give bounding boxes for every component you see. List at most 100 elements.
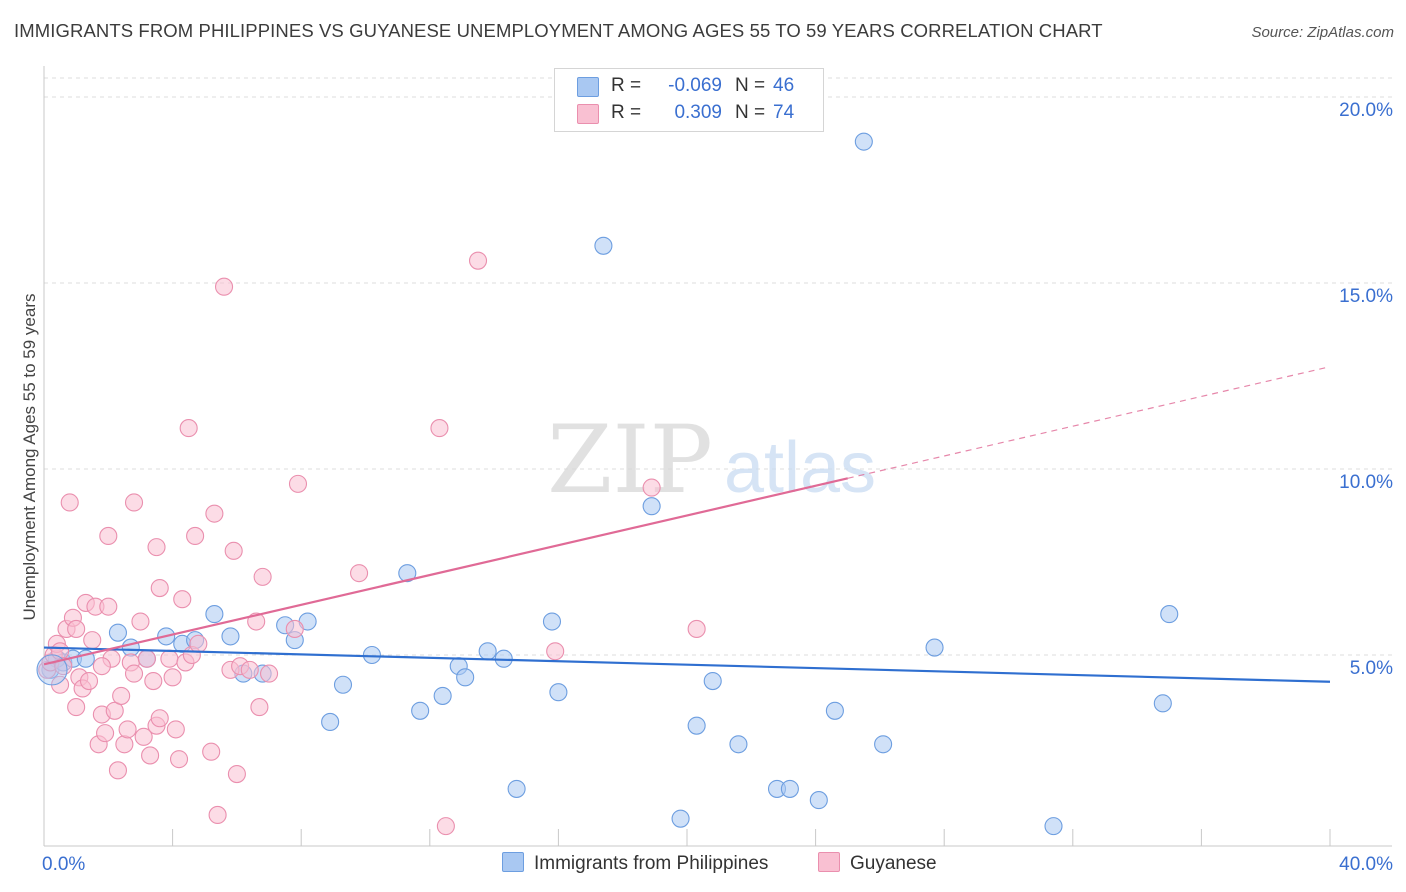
legend-swatch-guyanese	[818, 852, 840, 872]
guyanese-point	[60, 493, 79, 512]
legend-label-philippines: Immigrants from Philippines	[534, 853, 769, 874]
philippines-point	[703, 671, 722, 691]
guyanese-point	[430, 419, 449, 438]
guyanese-point	[285, 619, 304, 639]
r-value: 0.309	[674, 102, 722, 123]
source-label: Source: ZipAtlas.com	[1251, 24, 1394, 41]
philippines-trend-line	[43, 646, 1331, 683]
guyanese-point	[99, 526, 118, 546]
watermark-zip: ZIP	[547, 406, 713, 515]
guyanese-point	[179, 419, 198, 438]
guyanese-point	[214, 277, 234, 296]
guyanese-point	[134, 727, 153, 746]
guyanese-point	[259, 664, 279, 683]
philippines-point	[687, 716, 706, 735]
philippines-point	[321, 712, 340, 732]
guyanese-point	[108, 761, 127, 780]
guyanese-point	[131, 612, 150, 631]
guyanese-point	[189, 634, 208, 653]
guyanese-swatch	[577, 104, 599, 124]
philippines-point	[507, 779, 526, 798]
guyanese-point	[546, 642, 565, 661]
guyanese-point	[253, 567, 272, 586]
legend-swatch-philippines	[502, 852, 524, 872]
guyanese-point	[137, 649, 156, 668]
philippines-point	[398, 564, 417, 583]
guyanese-point	[124, 493, 144, 512]
philippines-point	[36, 654, 68, 686]
guyanese-trend-line-extension	[847, 366, 1331, 479]
grid-lines	[44, 77, 1392, 656]
guyanese-point	[115, 735, 134, 754]
philippines-point	[108, 623, 127, 642]
philippines-point	[642, 497, 661, 516]
philippines-swatch	[577, 77, 599, 97]
philippines-point	[925, 638, 944, 657]
guyanese-point	[141, 746, 160, 765]
n-label: N =	[735, 102, 766, 123]
philippines-point	[478, 642, 497, 661]
x-tick-label: 40.0%	[1339, 854, 1393, 875]
philippines-point	[221, 627, 240, 646]
trend-lines	[43, 366, 1331, 683]
philippines-point	[1044, 817, 1063, 836]
guyanese-point	[173, 590, 192, 609]
y-axis-label: Unemployment Among Ages 55 to 59 years	[20, 293, 39, 621]
guyanese-point	[642, 478, 661, 497]
philippines-point	[362, 645, 381, 665]
legend-label-guyanese: Guyanese	[850, 853, 937, 874]
chart-title: IMMIGRANTS FROM PHILIPPINES VS GUYANESE …	[14, 20, 1103, 41]
y-tick-label: 20.0%	[1339, 100, 1393, 121]
tick-labels: 5.0% 10.0% 15.0% 20.0% 0.0% 40.0%	[42, 100, 1393, 875]
philippines-point	[411, 701, 430, 720]
y-tick-label: 10.0%	[1339, 472, 1393, 493]
n-label: N =	[735, 75, 766, 96]
philippines-point	[729, 735, 748, 754]
r-value: -0.069	[668, 75, 722, 96]
n-value: 74	[773, 102, 795, 123]
r-label: R =	[611, 102, 642, 123]
guyanese-point	[169, 750, 189, 769]
stats-box: R = -0.069 N = 46 R = 0.309 N = 74	[554, 68, 824, 132]
legend-item-philippines[interactable]: Immigrants from Philippines	[502, 852, 768, 875]
guyanese-point	[79, 671, 99, 691]
philippines-point	[780, 779, 799, 798]
guyanese-point	[250, 698, 269, 717]
guyanese-point	[67, 698, 86, 717]
guyanese-point	[150, 578, 169, 598]
philippines-point	[825, 701, 844, 720]
zipatlas-watermark: ZIP atlas	[547, 406, 876, 515]
philippines-point	[205, 605, 224, 624]
philippines-point	[549, 683, 568, 702]
x-tick-label: 0.0%	[42, 854, 85, 875]
philippines-point	[1160, 605, 1179, 624]
guyanese-point	[112, 686, 131, 705]
guyanese-point	[160, 649, 179, 668]
guyanese-point	[147, 538, 166, 557]
philippines-point	[874, 735, 893, 754]
axes	[43, 66, 1392, 847]
philippines-point	[594, 236, 613, 255]
guyanese-point	[124, 664, 144, 683]
r-label: R =	[611, 75, 642, 96]
guyanese-point	[468, 251, 488, 270]
guyanese-point	[105, 701, 124, 720]
guyanese-point	[67, 619, 86, 639]
legend-item-guyanese[interactable]: Guyanese	[818, 852, 937, 875]
philippines-point	[809, 791, 828, 810]
guyanese-point	[144, 671, 163, 691]
guyanese-point	[240, 660, 259, 679]
guyanese-point	[163, 668, 182, 687]
guyanese-point	[436, 817, 455, 836]
guyanese-point	[150, 709, 169, 728]
guyanese-point	[687, 619, 706, 639]
y-tick-label: 15.0%	[1339, 286, 1393, 307]
guyanese-point	[96, 724, 115, 743]
guyanese-point	[350, 564, 369, 583]
watermark-atlas: atlas	[724, 428, 876, 508]
philippines-point	[854, 132, 873, 151]
guyanese-point	[118, 720, 137, 739]
philippines-point	[333, 675, 353, 694]
guyanese-point	[227, 764, 246, 784]
